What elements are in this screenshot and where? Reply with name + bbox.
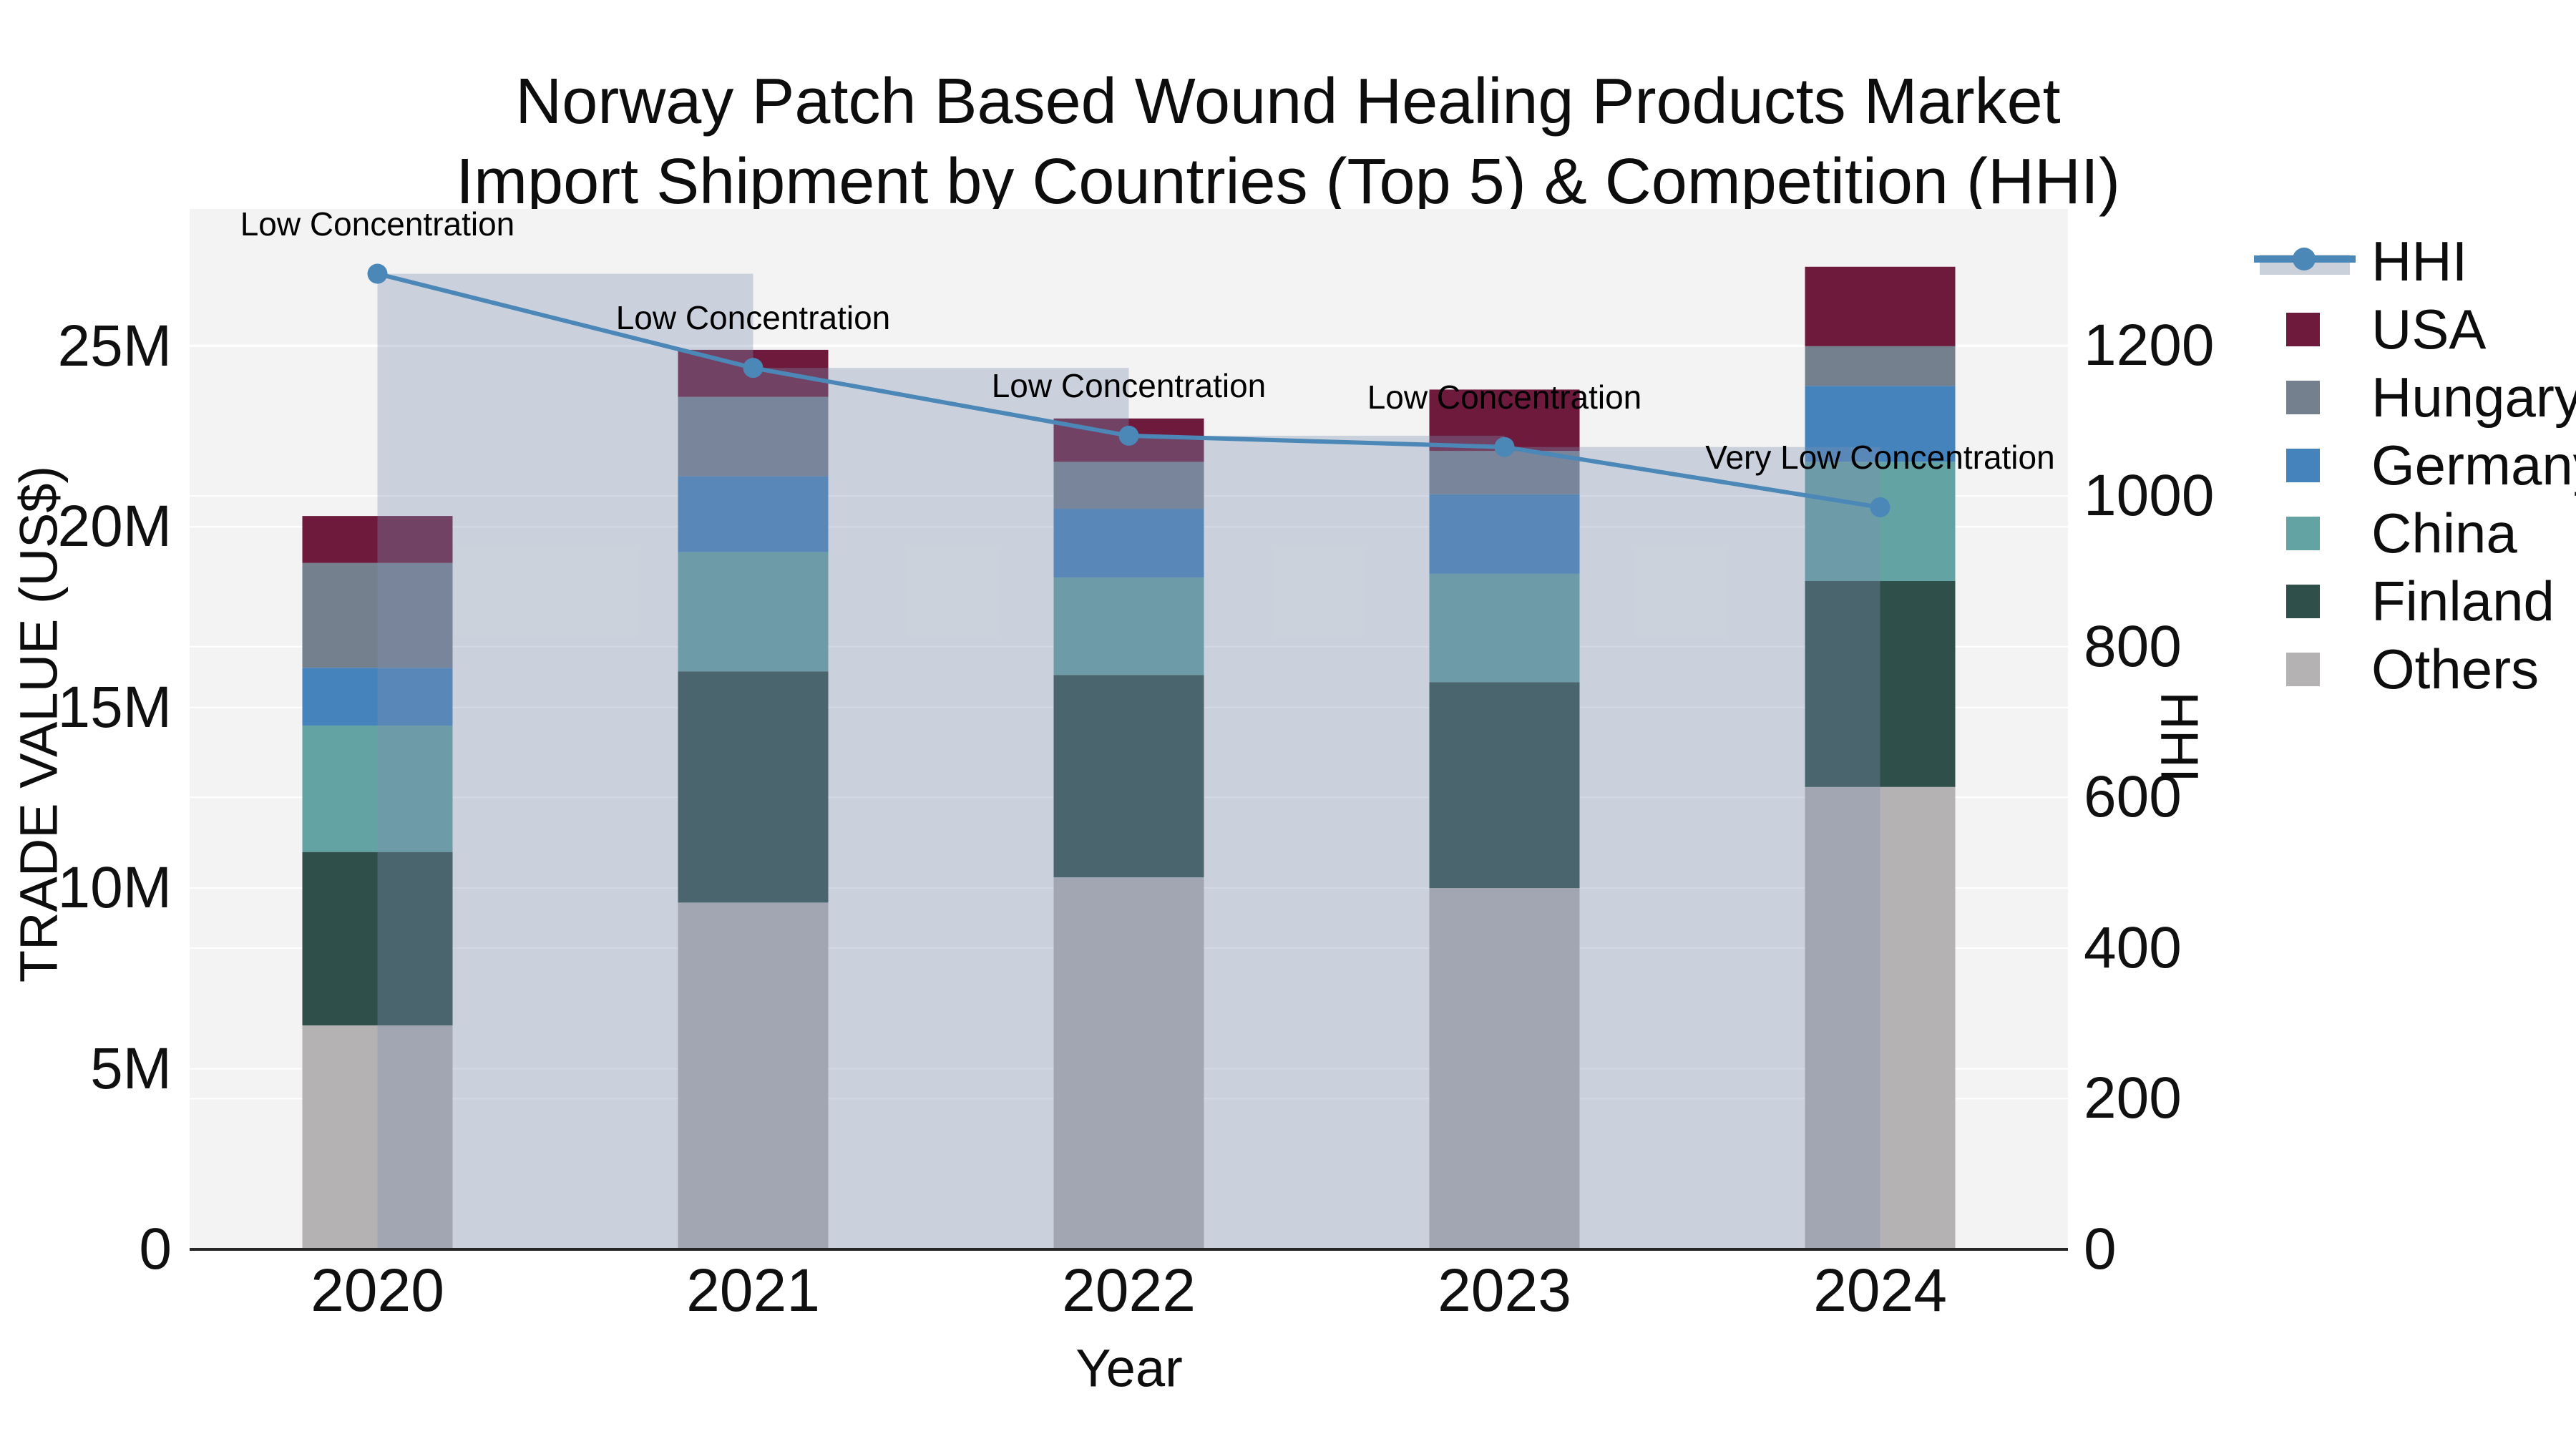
legend-item-hungary[interactable]: Hungary — [2247, 364, 2576, 431]
legend-swatch-usa — [2286, 313, 2320, 346]
legend-swatch-icon — [2247, 431, 2361, 499]
bar-segment-china-2022[interactable] — [1053, 577, 1204, 675]
bar-segment-germany-2021[interactable] — [678, 476, 829, 552]
x-tick-label-2021: 2021 — [686, 1257, 820, 1324]
hhi-annotation-2023: Low Concentration — [1367, 378, 1642, 416]
y-left-tick-label: 5M — [90, 1035, 172, 1101]
bar-segment-others-2024[interactable] — [1805, 786, 1956, 1249]
legend-item-finland[interactable]: Finland — [2247, 567, 2576, 635]
bar-segment-others-2021[interactable] — [678, 902, 829, 1249]
legend-item-hhi[interactable]: HHI — [2247, 228, 2576, 296]
y-right-tick-label: 800 — [2084, 613, 2182, 679]
bar-segment-hungary-2022[interactable] — [1053, 462, 1204, 509]
legend-swatch-icon — [2247, 567, 2361, 635]
bar-segment-finland-2022[interactable] — [1053, 675, 1204, 877]
hhi-annotation-2024: Very Low Concentration — [1705, 438, 2055, 476]
legend-swatch-china — [2286, 517, 2320, 550]
y-right-tick-label: 1000 — [2084, 463, 2215, 529]
y-right-tick-label: 1200 — [2084, 312, 2215, 378]
x-tick-label-2024: 2024 — [1813, 1257, 1947, 1324]
chart-title-line2: Import Shipment by Countries (Top 5) & C… — [456, 146, 2120, 218]
y-left-tick-label: 10M — [57, 855, 172, 921]
chart-title: Norway Patch Based Wound Healing Product… — [0, 62, 2576, 222]
hhi-annotation-2022: Low Concentration — [991, 366, 1267, 404]
hhi-marker-2023[interactable] — [1494, 436, 1515, 457]
legend-swatch-icon — [2247, 635, 2361, 703]
hhi-band-bar-2022 — [1128, 435, 1505, 1250]
y-right-tick-label: 600 — [2084, 764, 2182, 830]
bar-segment-china-2021[interactable] — [678, 552, 829, 672]
hhi-annotation-2020: Low Concentration — [240, 205, 515, 243]
y-left-tick-label: 15M — [57, 674, 172, 740]
legend-label-usa: USA — [2371, 298, 2487, 361]
legend-item-others[interactable]: Others — [2247, 635, 2576, 703]
legend-label-china: China — [2371, 502, 2517, 565]
bar-segment-others-2022[interactable] — [1053, 877, 1204, 1249]
y-right-tick-label: 200 — [2084, 1065, 2182, 1131]
legend-label-germany: Germany — [2371, 434, 2576, 497]
bar-segment-finland-2024[interactable] — [1805, 581, 1956, 787]
y-left-tick-label: 25M — [57, 313, 172, 379]
x-tick-label-2022: 2022 — [1062, 1257, 1196, 1324]
hhi-marker-swatch — [2293, 248, 2316, 270]
legend-swatch-finland — [2286, 585, 2320, 618]
y-right-tick-label: 400 — [2084, 914, 2182, 980]
hhi-marker-2024[interactable] — [1870, 497, 1890, 517]
bar-segment-others-2023[interactable] — [1429, 888, 1580, 1249]
x-tick-label-2023: 2023 — [1438, 1257, 1571, 1324]
x-axis-title: Year — [1075, 1338, 1183, 1398]
legend-label-hhi: HHI — [2371, 230, 2468, 293]
bar-segment-germany-2022[interactable] — [1053, 509, 1204, 577]
hhi-legend-sample-icon — [2247, 228, 2361, 296]
bar-segment-china-2020[interactable] — [302, 725, 453, 852]
bar-segment-china-2024[interactable] — [1805, 462, 1956, 582]
bar-segment-hungary-2021[interactable] — [678, 396, 829, 477]
legend-label-finland: Finland — [2371, 570, 2555, 633]
bar-segment-hungary-2023[interactable] — [1429, 451, 1580, 494]
hhi-marker-2020[interactable] — [367, 263, 388, 284]
legend-label-others: Others — [2371, 638, 2540, 701]
bar-segment-finland-2021[interactable] — [678, 671, 829, 903]
bar-segment-china-2023[interactable] — [1429, 573, 1580, 683]
bar-segment-hungary-2020[interactable] — [302, 562, 453, 668]
legend-swatch-germany — [2286, 449, 2320, 482]
y-left-tick-label: 20M — [57, 494, 172, 560]
bar-segment-usa-2020[interactable] — [302, 516, 453, 563]
hhi-band-bar-2021 — [753, 368, 1129, 1249]
bar-segment-finland-2023[interactable] — [1429, 682, 1580, 889]
bar-segment-others-2020[interactable] — [302, 1025, 453, 1249]
bar-segment-germany-2024[interactable] — [1805, 386, 1956, 462]
hhi-band-bar-2023 — [1504, 447, 1880, 1249]
bar-segment-usa-2024[interactable] — [1805, 266, 1956, 346]
legend-swatch-icon — [2247, 296, 2361, 364]
hhi-band-bar-2020 — [377, 273, 753, 1249]
legend-item-usa[interactable]: USA — [2247, 296, 2576, 364]
hhi-annotation-2021: Low Concentration — [615, 299, 891, 337]
legend-item-germany[interactable]: Germany — [2247, 431, 2576, 499]
legend-swatch-hungary — [2286, 381, 2320, 414]
legend-swatch-others — [2286, 653, 2320, 686]
y-left-tick-label: 0 — [139, 1216, 172, 1282]
chart-title-line1: Norway Patch Based Wound Healing Product… — [515, 66, 2061, 137]
legend-swatch-icon — [2247, 364, 2361, 431]
x-tick-label-2020: 2020 — [311, 1257, 444, 1324]
bar-segment-hungary-2024[interactable] — [1805, 346, 1956, 386]
legend: HHIUSAHungaryGermanyChinaFinlandOthers — [2247, 228, 2576, 703]
legend-label-hungary: Hungary — [2371, 366, 2576, 429]
hhi-marker-2021[interactable] — [743, 358, 763, 379]
hhi-marker-2022[interactable] — [1118, 425, 1139, 446]
bar-segment-finland-2020[interactable] — [302, 852, 453, 1025]
bar-segment-germany-2020[interactable] — [302, 668, 453, 726]
bar-segment-germany-2023[interactable] — [1429, 494, 1580, 574]
y-right-tick-label: 0 — [2084, 1216, 2117, 1282]
legend-swatch-icon — [2247, 499, 2361, 567]
legend-item-china[interactable]: China — [2247, 499, 2576, 567]
